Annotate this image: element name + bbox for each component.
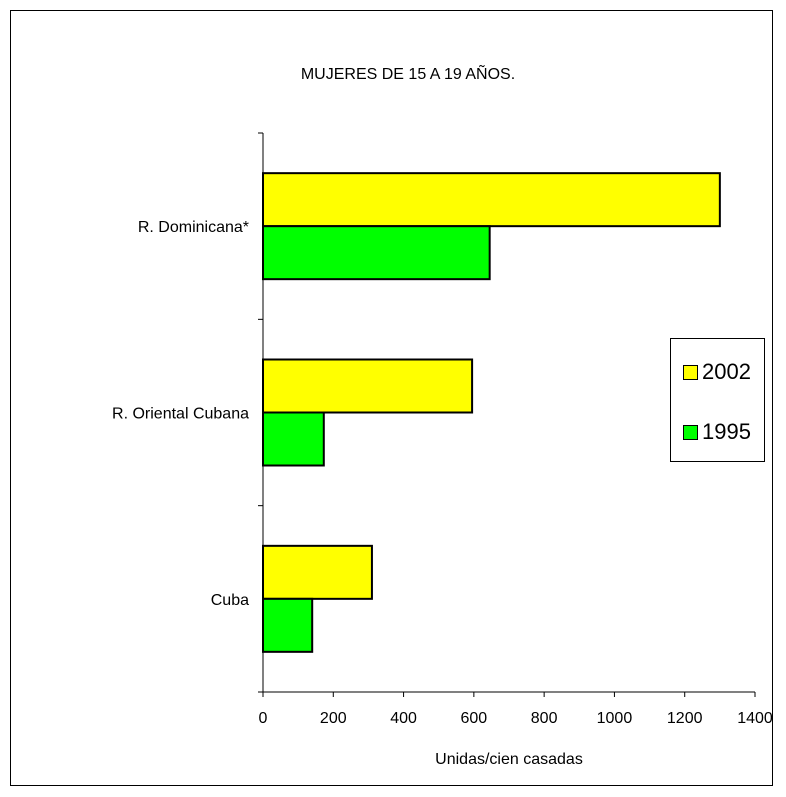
x-tick-label: 800 <box>531 710 558 727</box>
legend-item-2002: 2002 <box>683 359 751 385</box>
chart-title: MUJERES DE 15 A 19 AÑOS. <box>301 63 515 83</box>
legend-label-1995: 1995 <box>702 419 751 444</box>
bars-layer: R. Dominicana* R. Oriental Cubana Cuba <box>112 172 721 653</box>
category-label: Cuba <box>211 592 249 609</box>
bar-2002-0 <box>262 172 721 228</box>
legend-swatch-2002 <box>683 364 698 380</box>
axes-layer: 0 200 400 600 800 1000 1200 1400 <box>258 132 773 727</box>
x-tick-label: 600 <box>461 710 488 727</box>
bar-1995-2 <box>262 597 314 653</box>
x-axis-title: Unidas/cien casadas <box>435 751 583 768</box>
x-tick-label: 1400 <box>737 710 773 727</box>
category-label: R. Dominicana* <box>138 219 249 236</box>
x-tick-label: 1000 <box>597 710 633 727</box>
bar-2002-2 <box>262 544 373 600</box>
bar-2002-1 <box>262 358 474 414</box>
legend-swatch-1995 <box>683 424 698 440</box>
x-tick-label: 0 <box>259 710 268 727</box>
category-label: R. Oriental Cubana <box>112 406 249 423</box>
bar-1995-0 <box>262 225 491 281</box>
x-tick-label: 1200 <box>667 710 703 727</box>
bar-1995-1 <box>262 411 325 467</box>
legend-label-2002: 2002 <box>702 359 751 384</box>
x-tick-label: 400 <box>390 710 417 727</box>
x-tick-label: 200 <box>320 710 347 727</box>
legend: 2002 1995 <box>670 338 765 462</box>
legend-item-1995: 1995 <box>683 419 751 445</box>
